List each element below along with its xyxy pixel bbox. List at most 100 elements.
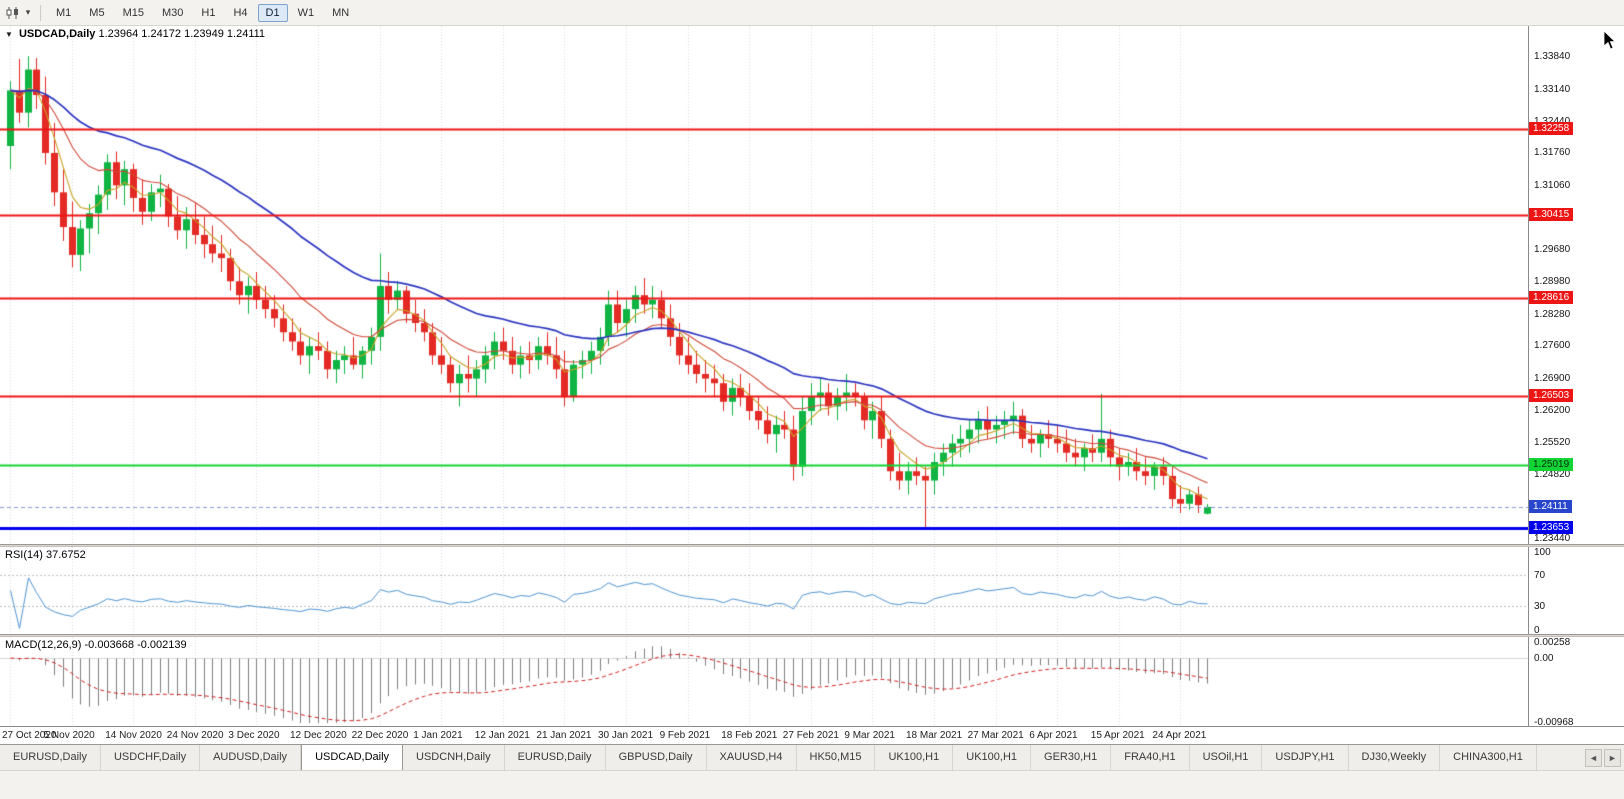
timeframe-button-h1[interactable]: H1 <box>201 6 216 19</box>
date-label: 1 Jan 2021 <box>413 730 463 741</box>
candlestick-chart-icon[interactable] <box>4 5 22 21</box>
rsi-scale[interactable]: 100 70 30 0 <box>1528 547 1624 634</box>
timeframe-button-m5[interactable]: M5 <box>89 6 105 19</box>
rsi-value: 37.6752 <box>45 549 86 561</box>
macd-chart-canvas[interactable] <box>0 637 1528 726</box>
price-scale-label: 1.28280 <box>1534 308 1571 320</box>
tabs-scroll-left-button[interactable]: ◄ <box>1585 748 1602 767</box>
chart-tab-bar: EURUSD,Daily USDCHF,Daily AUDUSD,Daily USDC… <box>0 744 1624 770</box>
chart-tab-ger30-h1[interactable]: GER30,H1 <box>1031 745 1112 770</box>
date-label: 24 Apr 2021 <box>1152 730 1207 741</box>
rsi-header: RSI(14) 37.6752 <box>5 549 86 561</box>
rsi-scale-label: 70 <box>1534 569 1546 581</box>
price-scale-label: 1.25520 <box>1534 436 1571 448</box>
chart-tab-fra40-h1[interactable]: FRA40,H1 <box>1111 745 1190 770</box>
date-label: 9 Feb 2021 <box>659 730 711 741</box>
macd-scale-label: 0.00 <box>1534 653 1554 665</box>
price-scale-label: 1.33140 <box>1534 83 1571 95</box>
date-label: 27 Oct 2020 <box>2 730 57 741</box>
chart-tab-uk100-h1[interactable]: UK100,H1 <box>875 745 954 770</box>
chart-type-dropdown-icon[interactable]: ▾ <box>25 7 31 17</box>
macd-panel: MACD(12,26,9) -0.003668 -0.002139 0.0025… <box>0 637 1624 726</box>
date-label: 14 Nov 2020 <box>105 730 162 741</box>
price-scale[interactable]: 1.338401.331401.324401.317601.310601.303… <box>1528 26 1624 544</box>
timeframe-button-mn[interactable]: MN <box>332 6 350 19</box>
date-label: 6 Apr 2021 <box>1029 730 1078 741</box>
price-scale-label: 1.27600 <box>1534 340 1571 352</box>
price-chart-canvas[interactable] <box>0 26 1528 544</box>
tabs-scroll-right-button[interactable]: ► <box>1604 748 1621 767</box>
chart-symbol-label: USDCAD,Daily <box>18 28 96 40</box>
macd-header: MACD(12,26,9) -0.003668 -0.002139 <box>5 639 187 651</box>
chart-tab-usdchf-daily[interactable]: USDCHF,Daily <box>101 745 201 770</box>
rsi-chart-canvas[interactable] <box>0 547 1528 634</box>
date-label: 27 Mar 2021 <box>967 730 1024 741</box>
date-axis[interactable]: 27 Oct 2020 5 Nov 2020 14 Nov 2020 24 Nov 2… <box>0 726 1624 744</box>
chart-tab-usdcad-daily[interactable]: USDCAD,Daily <box>301 745 404 770</box>
rsi-scale-label: 0 <box>1534 625 1540 634</box>
price-scale-label: 1.32440 <box>1534 116 1570 127</box>
timeframe-button-m15[interactable]: M15 <box>122 6 144 19</box>
level-price-tag: 1.30415 <box>1529 207 1574 221</box>
chart-tab-eurusd-daily[interactable]: EURUSD,Daily <box>505 745 606 770</box>
price-scale-label: 1.31060 <box>1534 179 1571 191</box>
date-label: 30 Jan 2021 <box>598 730 654 741</box>
chart-tab-eurusd-daily[interactable]: EURUSD,Daily <box>0 745 101 770</box>
chart-tab-gbpusd-daily[interactable]: GBPUSD,Daily <box>606 745 707 770</box>
status-strip <box>0 770 1624 799</box>
rsi-scale-label: 30 <box>1534 601 1546 613</box>
date-label: 18 Feb 2021 <box>721 730 778 741</box>
timeframe-button-h4[interactable]: H4 <box>233 6 248 19</box>
timeframe-button-m1[interactable]: M1 <box>56 6 72 19</box>
rsi-label: RSI(14) <box>5 549 43 561</box>
chart-tab-usoil-h1[interactable]: USOil,H1 <box>1190 745 1263 770</box>
chart-collapse-icon[interactable]: ▼ <box>5 30 13 39</box>
panel-splitter[interactable] <box>0 544 1624 547</box>
date-label: 3 Dec 2020 <box>228 730 280 741</box>
macd-label: MACD(12,26,9) <box>5 639 82 651</box>
date-label: 5 Nov 2020 <box>43 730 95 741</box>
level-price-tag: 1.25019 <box>1529 457 1574 471</box>
chart-tab-list: EURUSD,Daily USDCHF,Daily AUDUSD,Daily USDC… <box>0 745 1582 770</box>
price-scale-label: 1.29680 <box>1534 243 1571 255</box>
date-label: 18 Mar 2021 <box>906 730 963 741</box>
chart-tab-china300-h1[interactable]: CHINA300,H1 <box>1440 745 1537 770</box>
level-price-tag: 1.32258 <box>1529 122 1574 136</box>
mouse-cursor-icon <box>1603 30 1617 56</box>
chart-tab-hk50-m15[interactable]: HK50,M15 <box>797 745 876 770</box>
current-price-tag: 1.24111 <box>1529 499 1572 513</box>
date-label: 15 Apr 2021 <box>1090 730 1145 741</box>
chart-tab-dj30-weekly[interactable]: DJ30,Weekly <box>1349 745 1441 770</box>
macd-scale-label: -0.00968 <box>1534 717 1574 726</box>
date-label: 9 Mar 2021 <box>844 730 895 741</box>
panel-splitter[interactable] <box>0 634 1624 637</box>
date-label: 12 Dec 2020 <box>290 730 347 741</box>
level-price-tag: 1.28616 <box>1529 291 1574 305</box>
price-scale-label: 1.24820 <box>1534 469 1571 481</box>
chart-ohlc-label: 1.23964 1.24172 1.23949 1.24111 <box>98 28 266 40</box>
date-label: 24 Nov 2020 <box>166 730 224 741</box>
timeframe-toolbar: M1 M5 M15 M30 H1 H4 D1 W1 MN <box>47 3 358 22</box>
timeframe-button-w1[interactable]: W1 <box>297 6 315 19</box>
price-scale-label: 1.23440 <box>1534 532 1571 544</box>
main-chart-panel: ▼ USDCAD,Daily 1.23964 1.24172 1.23949 1… <box>0 26 1624 544</box>
timeframe-button-d1[interactable]: D1 <box>257 3 288 22</box>
date-label: 27 Feb 2021 <box>782 730 839 741</box>
chart-tab-audusd-daily[interactable]: AUDUSD,Daily <box>200 745 302 770</box>
timeframe-button-m30[interactable]: M30 <box>161 6 184 19</box>
chart-tab-usdjpy-h1[interactable]: USDJPY,H1 <box>1262 745 1349 770</box>
price-scale-label: 1.26200 <box>1534 405 1571 417</box>
macd-values: -0.003668 -0.002139 <box>84 639 187 651</box>
chart-tab-uk100-h1[interactable]: UK100,H1 <box>953 745 1032 770</box>
chart-tab-xauusd-h4[interactable]: XAUUSD,H4 <box>707 745 797 770</box>
price-scale-label: 1.31760 <box>1534 147 1571 159</box>
macd-scale[interactable]: 0.00258 0.00 -0.00968 <box>1528 637 1624 726</box>
rsi-panel: RSI(14) 37.6752 100 70 30 0 <box>0 547 1624 634</box>
macd-scale-label: 0.00258 <box>1534 637 1571 648</box>
toolbar-separator <box>40 4 41 21</box>
date-label: 21 Jan 2021 <box>536 730 592 741</box>
chart-tab-usdcnh-daily[interactable]: USDCNH,Daily <box>403 745 505 770</box>
tab-scroll-arrows: ◄ ► <box>1582 745 1624 770</box>
level-price-tag: 1.23653 <box>1529 521 1574 535</box>
date-label: 12 Jan 2021 <box>474 730 530 741</box>
